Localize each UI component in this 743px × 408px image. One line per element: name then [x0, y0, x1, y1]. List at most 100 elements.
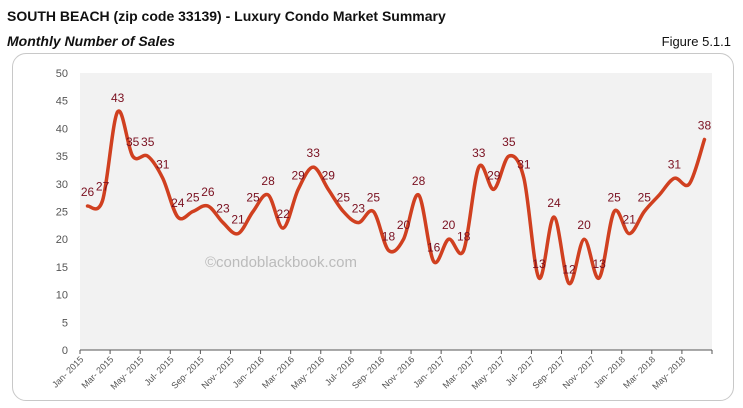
data-label: 23 [216, 202, 230, 216]
data-point [221, 221, 224, 224]
data-label: 33 [307, 146, 321, 160]
data-label: 33 [472, 146, 486, 160]
data-label: 23 [352, 202, 366, 216]
data-label: 20 [397, 218, 411, 232]
data-label: 26 [201, 185, 215, 199]
x-tick-label: Nov- 2017 [561, 354, 597, 390]
y-tick-label: 20 [56, 234, 68, 246]
data-point [282, 227, 285, 230]
data-label: 25 [337, 191, 351, 205]
data-point [342, 210, 345, 213]
data-label: 29 [322, 168, 336, 182]
data-point [387, 249, 390, 252]
data-label: 24 [547, 196, 561, 210]
data-point [86, 204, 89, 207]
data-label: 38 [698, 118, 712, 132]
data-point [417, 193, 420, 196]
y-tick-label: 40 [56, 123, 68, 135]
data-label: 18 [382, 229, 396, 243]
data-point [447, 238, 450, 241]
data-label: 25 [367, 191, 381, 205]
data-label: 31 [517, 157, 531, 171]
data-label: 27 [96, 179, 110, 193]
data-point [673, 177, 676, 180]
chart-frame [12, 53, 734, 401]
y-tick-label: 35 [56, 151, 68, 163]
data-label: 18 [457, 229, 471, 243]
data-label: 20 [577, 218, 591, 232]
data-point [688, 182, 691, 185]
y-tick-label: 30 [56, 179, 68, 191]
y-tick-label: 45 [56, 96, 68, 108]
y-tick-label: 0 [62, 345, 68, 357]
data-point [613, 210, 616, 213]
data-point [206, 204, 209, 207]
data-label: 25 [638, 191, 652, 205]
data-label: 29 [487, 168, 501, 182]
data-point [327, 188, 330, 191]
x-tick-label: May- 2016 [289, 354, 326, 391]
data-point [357, 221, 360, 224]
data-label: 26 [81, 185, 95, 199]
y-tick-label: 50 [56, 68, 68, 80]
data-point [146, 155, 149, 158]
data-label: 35 [126, 135, 140, 149]
plot-area [80, 73, 712, 350]
page-title: SOUTH BEACH (zip code 33139) - Luxury Co… [7, 8, 446, 24]
x-tick-label: Nov- 2015 [199, 354, 235, 390]
data-point [598, 276, 601, 279]
chart-subtitle: Monthly Number of Sales [7, 33, 176, 49]
data-label: 13 [532, 257, 546, 271]
data-point [568, 282, 571, 285]
data-point [553, 216, 555, 219]
data-point [492, 188, 495, 191]
data-point [176, 216, 179, 219]
data-label: 12 [562, 263, 576, 277]
x-tick-label: Nov- 2016 [380, 354, 416, 390]
data-label: 24 [171, 196, 185, 210]
data-label: 31 [668, 157, 682, 171]
y-tick-label: 25 [56, 207, 68, 219]
data-point [628, 232, 631, 235]
data-label: 25 [246, 191, 260, 205]
figure-number: Figure 5.1.1 [661, 34, 731, 49]
data-point [116, 110, 119, 113]
y-tick-label: 5 [62, 317, 68, 329]
data-point [161, 177, 164, 180]
data-label: 21 [623, 213, 637, 227]
data-point [477, 166, 480, 169]
x-tick-label: May- 2018 [650, 354, 687, 391]
data-point [191, 210, 194, 213]
data-point [643, 210, 646, 213]
data-point [537, 276, 540, 279]
data-point [507, 155, 510, 158]
data-point [312, 166, 315, 169]
data-label: 21 [231, 213, 245, 227]
x-tick-label: May- 2017 [470, 354, 507, 391]
data-point [402, 238, 405, 241]
y-tick-label: 10 [56, 290, 68, 302]
data-point [237, 232, 239, 235]
data-point [658, 193, 661, 196]
data-label: 31 [156, 157, 170, 171]
data-label: 28 [261, 174, 275, 188]
data-point [583, 238, 586, 241]
data-label: 29 [292, 168, 306, 182]
data-label: 22 [276, 207, 290, 221]
data-label: 20 [442, 218, 456, 232]
data-point [101, 199, 104, 202]
data-label: 35 [141, 135, 155, 149]
watermark: ©condoblackbook.com [205, 254, 357, 271]
x-tick-label: May- 2015 [108, 354, 145, 391]
data-point [252, 210, 255, 213]
data-point [703, 138, 706, 141]
data-label: 28 [412, 174, 426, 188]
data-point [432, 260, 435, 263]
data-point [297, 188, 300, 191]
data-point [522, 177, 525, 180]
data-label: 43 [111, 91, 125, 105]
data-point [462, 249, 465, 252]
data-label: 16 [427, 240, 441, 254]
data-point [267, 193, 270, 196]
